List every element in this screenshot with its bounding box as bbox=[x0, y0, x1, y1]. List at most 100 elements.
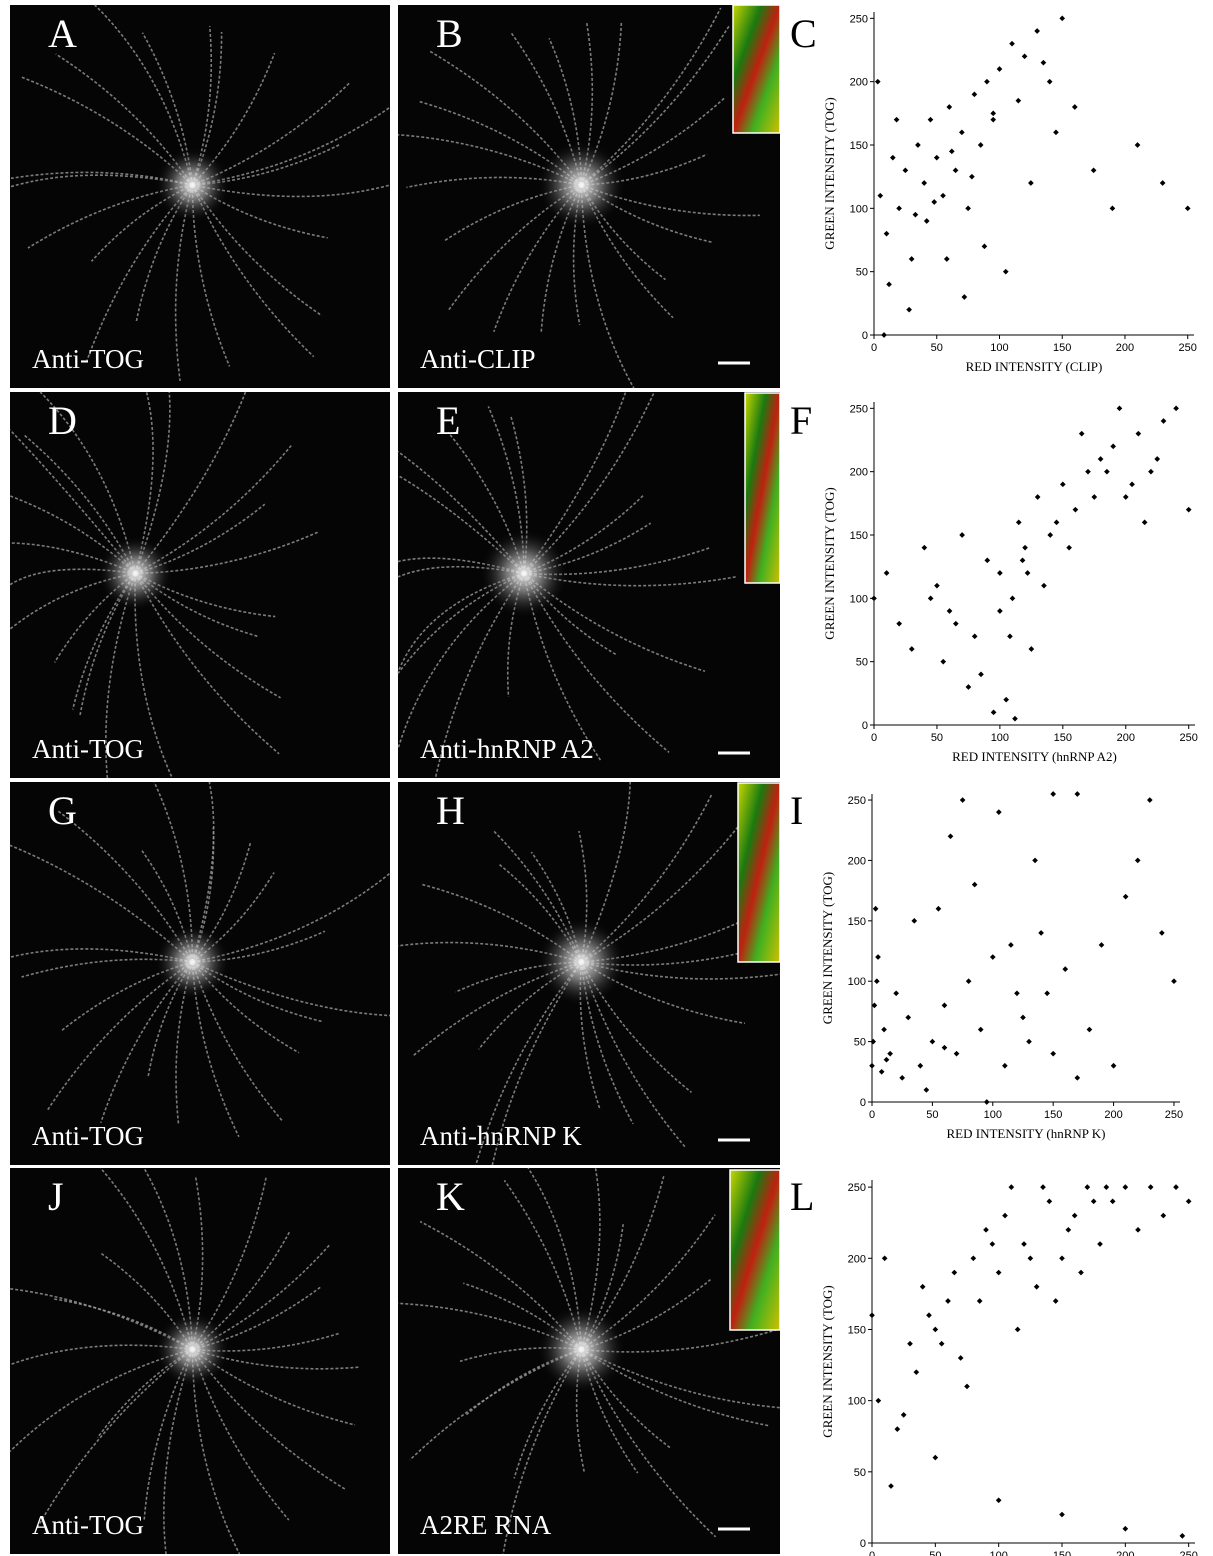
data-point bbox=[990, 954, 996, 960]
data-point bbox=[1066, 1227, 1072, 1233]
y-tick-label: 150 bbox=[850, 530, 868, 542]
x-tick-label: 200 bbox=[1116, 1550, 1134, 1556]
data-point bbox=[1002, 1213, 1008, 1219]
data-point bbox=[933, 1327, 939, 1333]
data-point bbox=[978, 142, 984, 148]
data-point bbox=[942, 1045, 948, 1051]
panel-letter: B bbox=[436, 11, 463, 56]
data-point bbox=[971, 1255, 977, 1261]
data-point bbox=[1173, 1184, 1179, 1190]
x-tick-label: 250 bbox=[1165, 1109, 1183, 1121]
data-point bbox=[1007, 634, 1013, 640]
data-point bbox=[901, 1412, 907, 1418]
x-axis-label: RED INTENSITY (hnRNP K) bbox=[947, 1126, 1106, 1141]
data-point bbox=[931, 199, 937, 205]
micrograph: BAnti-CLIP bbox=[398, 5, 780, 388]
page: {"panels": [ {"letter": "A", "label": "A… bbox=[0, 0, 1213, 1556]
data-point bbox=[886, 282, 892, 288]
x-tick-label: 50 bbox=[931, 732, 943, 744]
data-point bbox=[1015, 1327, 1021, 1333]
panel-label: Anti-hnRNP A2 bbox=[420, 734, 594, 764]
inset bbox=[738, 783, 780, 962]
data-point bbox=[978, 672, 984, 678]
figure: AAnti-TOGBAnti-CLIPDAnti-TOGEAnti-hnRNP … bbox=[0, 0, 1213, 1556]
data-point bbox=[1075, 1075, 1081, 1081]
data-point bbox=[945, 1298, 951, 1304]
data-point bbox=[1047, 79, 1053, 85]
x-tick-label: 100 bbox=[990, 342, 1008, 354]
data-point bbox=[1029, 646, 1035, 652]
panel-letter: L bbox=[790, 1174, 814, 1219]
data-point bbox=[996, 1270, 1002, 1276]
data-point bbox=[984, 79, 990, 85]
data-point bbox=[899, 1075, 905, 1081]
panel-letter: K bbox=[436, 1174, 465, 1219]
data-point bbox=[888, 1483, 894, 1489]
data-point bbox=[972, 92, 978, 98]
data-point bbox=[965, 206, 971, 212]
data-point bbox=[1073, 507, 1079, 513]
data-point bbox=[884, 570, 890, 576]
y-tick-label: 250 bbox=[848, 1182, 866, 1194]
panel-letter: J bbox=[48, 1174, 64, 1219]
panel-label: Anti-TOG bbox=[32, 1121, 144, 1151]
x-tick-label: 150 bbox=[1053, 342, 1071, 354]
y-tick-label: 200 bbox=[850, 77, 868, 89]
data-point bbox=[966, 684, 972, 690]
data-point bbox=[1059, 1512, 1065, 1518]
data-point bbox=[1110, 1199, 1116, 1205]
soma bbox=[536, 1304, 626, 1394]
scatter-plot: I050100150200250050100150200250RED INTEN… bbox=[790, 788, 1183, 1141]
data-point bbox=[1022, 54, 1028, 60]
soma bbox=[154, 147, 230, 223]
data-point bbox=[972, 882, 978, 888]
data-point bbox=[1054, 520, 1060, 526]
data-point bbox=[983, 1227, 989, 1233]
data-point bbox=[869, 1063, 875, 1069]
data-point bbox=[895, 1426, 901, 1432]
data-point bbox=[1050, 1051, 1056, 1057]
data-point bbox=[1148, 469, 1154, 475]
panel-letter: D bbox=[48, 398, 77, 443]
data-point bbox=[1085, 1184, 1091, 1190]
data-point bbox=[1104, 469, 1110, 475]
data-point bbox=[1028, 180, 1034, 186]
data-point bbox=[1060, 482, 1066, 488]
data-point bbox=[1041, 583, 1047, 589]
data-point bbox=[953, 621, 959, 627]
data-point bbox=[873, 906, 879, 912]
data-point bbox=[1160, 180, 1166, 186]
data-point bbox=[893, 990, 899, 996]
y-tick-label: 0 bbox=[860, 1538, 866, 1550]
data-point bbox=[1059, 1255, 1065, 1261]
data-point bbox=[1038, 930, 1044, 936]
data-point bbox=[1173, 406, 1179, 412]
data-point bbox=[1148, 1184, 1154, 1190]
x-tick-label: 200 bbox=[1104, 1109, 1122, 1121]
data-point bbox=[1075, 791, 1081, 797]
data-point bbox=[958, 1355, 964, 1361]
x-tick-label: 100 bbox=[991, 732, 1009, 744]
data-point bbox=[907, 1341, 913, 1347]
data-point bbox=[990, 111, 996, 117]
data-point bbox=[1154, 456, 1160, 462]
data-point bbox=[926, 1312, 932, 1318]
data-point bbox=[964, 1384, 970, 1390]
data-point bbox=[1111, 1063, 1117, 1069]
x-tick-label: 50 bbox=[929, 1550, 941, 1556]
micrograph: JAnti-TOG bbox=[10, 1168, 390, 1554]
data-point bbox=[1016, 520, 1022, 526]
data-point bbox=[960, 797, 966, 803]
y-tick-label: 50 bbox=[854, 1467, 866, 1479]
data-point bbox=[1034, 28, 1040, 34]
y-tick-label: 200 bbox=[850, 467, 868, 479]
data-point bbox=[1078, 1270, 1084, 1276]
micrograph: KA2RE RNA bbox=[398, 1168, 780, 1554]
panel-letter: H bbox=[436, 788, 465, 833]
data-point bbox=[990, 117, 996, 123]
data-point bbox=[882, 1255, 888, 1261]
soma bbox=[97, 535, 173, 611]
data-point bbox=[978, 1027, 984, 1033]
x-tick-label: 200 bbox=[1117, 732, 1135, 744]
data-point bbox=[946, 104, 952, 110]
